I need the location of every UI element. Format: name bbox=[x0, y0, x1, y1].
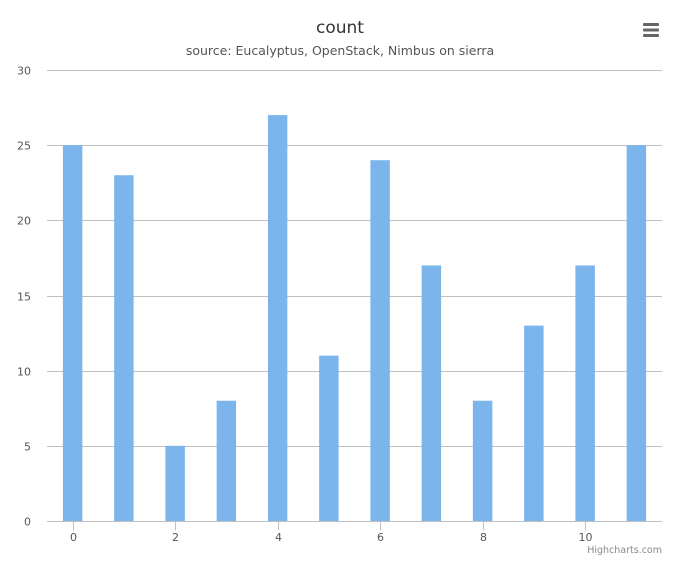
bars bbox=[62, 115, 647, 521]
y-tick-label: 30 bbox=[17, 65, 31, 78]
bar[interactable] bbox=[421, 265, 442, 521]
chart-subtitle: source: Eucalyptus, OpenStack, Nimbus on… bbox=[186, 43, 494, 58]
credits-link[interactable]: Highcharts.com bbox=[587, 545, 662, 556]
bar[interactable] bbox=[114, 175, 134, 521]
y-axis-labels: 0 5 10 15 20 25 30 bbox=[17, 65, 31, 529]
bar[interactable] bbox=[165, 445, 185, 521]
bar[interactable] bbox=[370, 160, 390, 521]
x-tick-label: 4 bbox=[275, 531, 282, 544]
x-tick-label: 2 bbox=[172, 531, 179, 544]
x-tick-label: 10 bbox=[579, 531, 593, 544]
grid-lines bbox=[47, 70, 662, 447]
y-tick-label: 5 bbox=[24, 441, 31, 454]
y-tick-label: 0 bbox=[24, 516, 31, 529]
x-tick-label: 8 bbox=[480, 531, 487, 544]
bar[interactable] bbox=[216, 400, 237, 521]
bar[interactable] bbox=[626, 145, 647, 521]
bar[interactable] bbox=[267, 115, 288, 521]
bar[interactable] bbox=[472, 400, 493, 521]
bar[interactable] bbox=[319, 355, 339, 521]
bar[interactable] bbox=[62, 145, 83, 521]
chart-title: count bbox=[316, 18, 364, 38]
y-tick-label: 10 bbox=[17, 366, 31, 379]
x-tick-label: 0 bbox=[70, 531, 77, 544]
y-tick-label: 20 bbox=[17, 215, 31, 228]
hamburger-menu-icon bbox=[643, 23, 659, 37]
x-axis: 0 2 4 6 8 10 bbox=[47, 521, 662, 544]
context-menu-button[interactable] bbox=[637, 18, 665, 42]
bar[interactable] bbox=[524, 325, 544, 521]
y-tick-label: 15 bbox=[17, 291, 31, 304]
bar[interactable] bbox=[575, 265, 595, 521]
y-tick-label: 25 bbox=[17, 140, 31, 153]
x-tick-label: 6 bbox=[377, 531, 384, 544]
